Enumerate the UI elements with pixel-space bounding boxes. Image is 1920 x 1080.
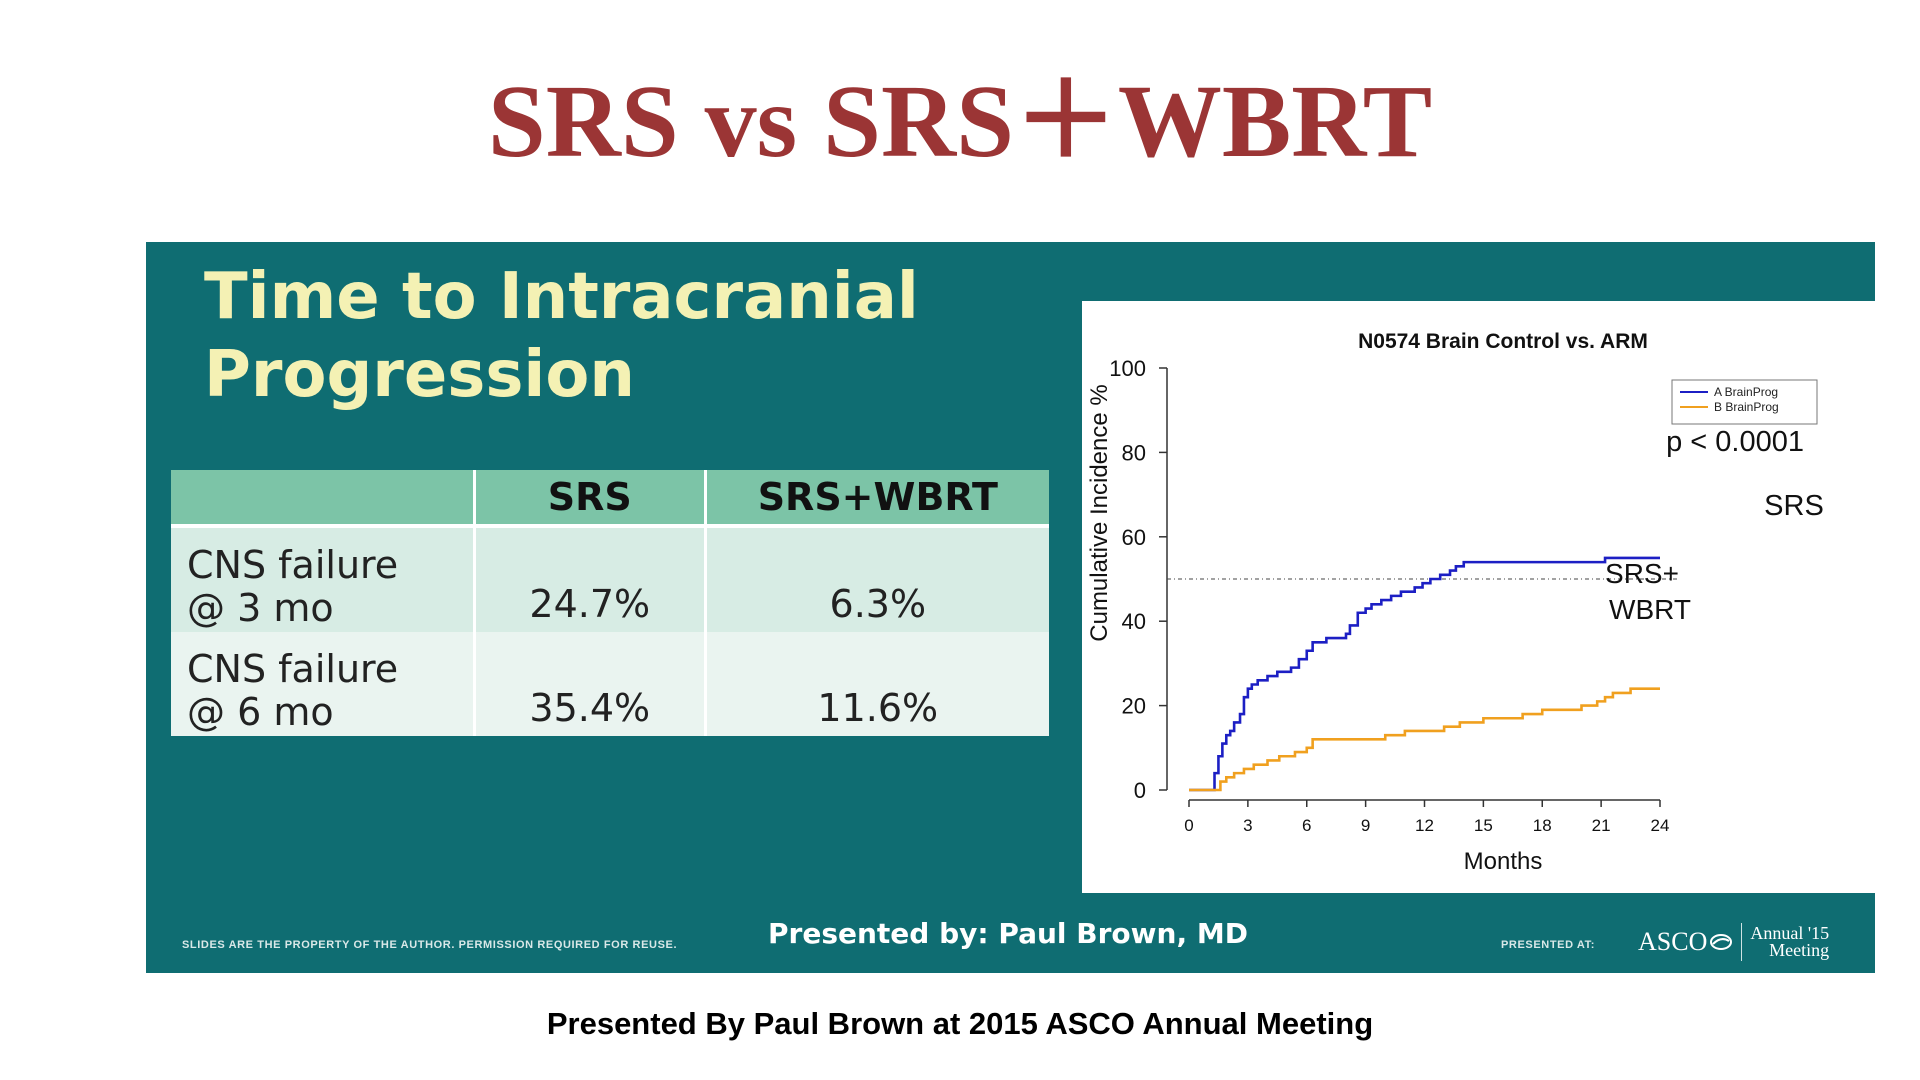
x-tick-label: 15 [1474, 816, 1493, 835]
legend: A BrainProg B BrainProg [1671, 379, 1818, 425]
table-header-srs: SRS [474, 470, 707, 528]
x-tick-label: 0 [1184, 816, 1193, 835]
y-tick-label: 40 [1122, 609, 1146, 634]
logo-meeting-text: Annual '15 Meeting [1750, 923, 1830, 960]
cell-srs: 35.4% [474, 632, 707, 736]
row-label-line-1: CNS failure [187, 647, 399, 691]
srs-curve [1189, 556, 1660, 792]
table-header-srs-wbrt: SRS+WBRT [705, 470, 1049, 528]
row-label-line-2: @ 6 mo [187, 690, 334, 734]
row-label-line-2: @ 3 mo [187, 586, 334, 630]
logo-meeting: Meeting [1769, 940, 1830, 960]
chart-panel: N0574 Brain Control vs. ARM Cumulative I… [1082, 301, 1875, 893]
x-tick-label: 18 [1533, 816, 1552, 835]
x-tick-label: 6 [1302, 816, 1311, 835]
legend-label-b: B BrainProg [1714, 400, 1779, 414]
y-tick-label: 60 [1122, 525, 1146, 550]
x-tick-label: 12 [1415, 816, 1434, 835]
table-row: CNS failure @ 3 mo 24.7% 6.3% [171, 526, 1049, 632]
footer-presenter: Presented by: Paul Brown, MD [768, 917, 1248, 950]
y-tick-label: 20 [1122, 694, 1146, 719]
caption: Presented By Paul Brown at 2015 ASCO Ann… [546, 1006, 1374, 1041]
row-label: CNS failure @ 3 mo [171, 526, 476, 632]
table-header-empty [171, 470, 476, 528]
x-axis-label: Months [1464, 848, 1543, 875]
cell-srs-wbrt: 11.6% [705, 632, 1049, 736]
x-tick-label: 3 [1243, 816, 1252, 835]
footer-disclaimer: SLIDES ARE THE PROPERTY OF THE AUTHOR. P… [182, 939, 678, 951]
y-tick-label: 80 [1122, 440, 1146, 465]
legend-label-a: A BrainProg [1714, 385, 1778, 399]
results-table: SRS SRS+WBRT CNS failure @ 3 mo 24.7% 6.… [171, 470, 1049, 736]
cell-srs: 24.7% [474, 526, 707, 632]
srs-curve-label: SRS [1764, 490, 1824, 522]
srs-wbrt-curve-label-line-1: SRS+ [1605, 558, 1679, 589]
logo-divider [1741, 923, 1743, 961]
logo-asco-text: ASCO [1638, 927, 1708, 956]
slide-title: Time to Intracranial Progression [204, 258, 919, 414]
footer-presented-at: PRESENTED AT: [1501, 939, 1595, 951]
slide-title-line-1: Time to Intracranial [204, 260, 919, 334]
table-row: CNS failure @ 6 mo 35.4% 11.6% [171, 632, 1049, 736]
x-tick-label: 24 [1651, 816, 1670, 835]
chart-title: N0574 Brain Control vs. ARM [1358, 330, 1648, 353]
cumulative-incidence-chart: N0574 Brain Control vs. ARM Cumulative I… [1086, 330, 1824, 875]
x-tick-label: 9 [1361, 816, 1370, 835]
row-label: CNS failure @ 6 mo [171, 632, 476, 736]
p-value-annotation: p < 0.0001 [1666, 426, 1804, 458]
srs-wbrt-curve-label-line-2: WBRT [1609, 594, 1691, 625]
srs-wbrt-curve [1189, 687, 1660, 792]
table-header-row: SRS SRS+WBRT [171, 470, 1049, 528]
y-axis-label: Cumulative Incidence % [1086, 384, 1113, 641]
y-tick-label: 0 [1134, 778, 1146, 803]
main-title: SRS vs SRS＋WBRT [487, 64, 1433, 179]
slide: Time to Intracranial Progression SRS SRS… [146, 242, 1875, 973]
asco-annual-meeting-logo: ASCO Annual '15 Meeting [1638, 922, 1829, 962]
legend-box [1671, 379, 1818, 425]
row-label-line-1: CNS failure [187, 543, 399, 587]
y-tick-label: 100 [1109, 356, 1146, 381]
asco-swirl-icon [1710, 934, 1733, 950]
cell-srs-wbrt: 6.3% [705, 526, 1049, 632]
logo-annual: Annual '15 [1750, 923, 1830, 943]
slide-title-line-2: Progression [204, 338, 635, 412]
x-tick-label: 21 [1592, 816, 1611, 835]
